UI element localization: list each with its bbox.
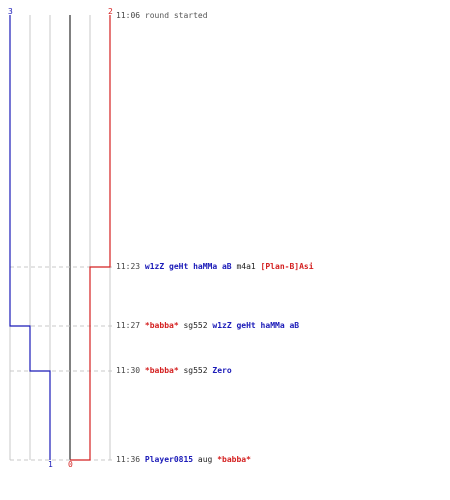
weapon-name: sg552 [183, 366, 208, 375]
victim-name: w1zZ geHt haMMa aB [212, 321, 300, 330]
event-time: 11:27 [116, 321, 141, 330]
blue-end-score: 1 [48, 460, 53, 469]
victim-name: *babba* [217, 455, 251, 464]
red-team-score-line [70, 15, 111, 461]
red-start-score: 2 [108, 7, 113, 16]
event-time: 11:30 [116, 366, 141, 375]
victim-name: [Plan-B]Asi [260, 262, 314, 271]
blue-start-score: 3 [8, 7, 13, 16]
blue-team-score-line [9, 15, 51, 460]
weapon-name: sg552 [183, 321, 208, 330]
event-time: 11:06 [116, 11, 141, 20]
event-row-kill: 11:36 Player0815 aug *babba* [116, 455, 251, 465]
killer-name: w1zZ geHt haMMa aB [144, 262, 232, 271]
event-time: 11:23 [116, 262, 141, 271]
event-time: 11:36 [116, 455, 141, 464]
event-guide-lines [10, 266, 113, 461]
red-end-score: 0 [68, 460, 73, 469]
event-message: round started [144, 11, 208, 20]
event-row-round-start: 11:06 round started [116, 11, 208, 21]
event-row-kill: 11:27 *babba* sg552 w1zZ geHt haMMa aB [116, 321, 299, 331]
killer-name: Player0815 [144, 455, 194, 464]
event-row-kill: 11:30 *babba* sg552 Zero [116, 366, 232, 376]
killer-name: *babba* [144, 366, 179, 375]
weapon-name: m4a1 [236, 262, 256, 271]
team-paths [9, 15, 111, 461]
grid-lines [9, 15, 111, 460]
killer-name: *babba* [144, 321, 179, 330]
victim-name: Zero [212, 366, 232, 375]
event-row-kill: 11:23 w1zZ geHt haMMa aB m4a1 [Plan-B]As… [116, 262, 314, 272]
weapon-name: aug [197, 455, 213, 464]
